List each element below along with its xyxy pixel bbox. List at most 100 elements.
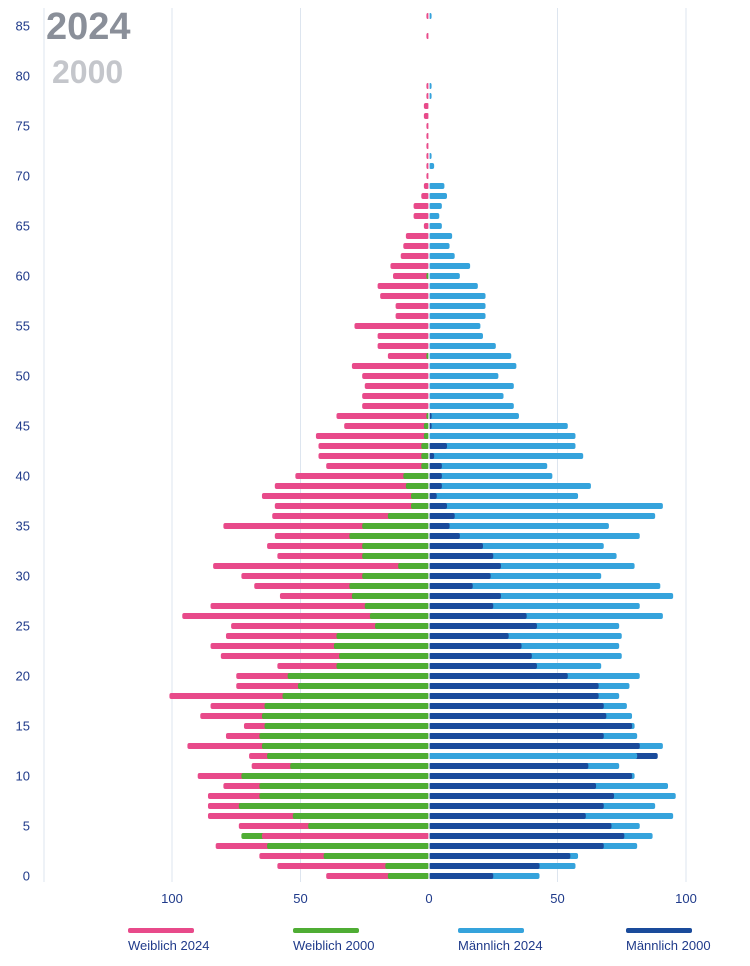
bar-weiblich-2000-age-11 (290, 763, 429, 769)
bar-m-nnlich-2000-age-43 (429, 443, 447, 449)
bar-m-nnlich-2024-age-65 (429, 223, 442, 229)
bar-m-nnlich-2024-age-72 (429, 153, 432, 159)
bar-weiblich-2000-age-15 (264, 723, 429, 729)
bar-m-nnlich-2000-age-18 (429, 693, 599, 699)
age-tick-label: 35 (16, 519, 30, 534)
bar-m-nnlich-2024-age-48 (429, 393, 504, 399)
bar-m-nnlich-2024-age-69 (429, 183, 445, 189)
bar-m-nnlich-2024-age-71 (429, 163, 435, 169)
bar-weiblich-2000-age-19 (297, 683, 429, 689)
bar-weiblich-2024-age-51 (351, 363, 429, 369)
bar-m-nnlich-2024-age-44 (429, 433, 576, 439)
bar-m-nnlich-2000-age-28 (429, 593, 501, 599)
legend-label: Männlich 2000 (626, 938, 711, 953)
bar-m-nnlich-2000-age-10 (429, 773, 633, 779)
bar-m-nnlich-2000-age-31 (429, 563, 501, 569)
bar-weiblich-2024-age-70 (426, 173, 429, 179)
bar-m-nnlich-2024-age-51 (429, 363, 517, 369)
bar-m-nnlich-2000-age-30 (429, 573, 491, 579)
bar-weiblich-2000-age-21 (336, 663, 429, 669)
bar-weiblich-2000-age-43 (421, 443, 429, 449)
bar-m-nnlich-2000-age-3 (429, 843, 604, 849)
bar-weiblich-2000-age-42 (421, 453, 429, 459)
year-2000-heading: 2000 (52, 54, 124, 90)
age-tick-label: 10 (16, 769, 30, 784)
age-tick-label: 85 (16, 19, 30, 34)
bar-weiblich-2000-age-45 (423, 423, 429, 429)
bar-m-nnlich-2000-age-20 (429, 673, 568, 679)
bar-m-nnlich-2000-age-9 (429, 783, 597, 789)
bar-m-nnlich-2024-age-40 (429, 473, 553, 479)
bar-weiblich-2024-age-75 (426, 123, 429, 129)
age-tick-label: 30 (16, 569, 30, 584)
bar-weiblich-2000-age-20 (287, 673, 429, 679)
bar-m-nnlich-2000-age-40 (429, 473, 442, 479)
legend-swatch (626, 928, 692, 933)
bar-weiblich-2000-age-5 (308, 823, 429, 829)
age-tick-label: 50 (16, 369, 30, 384)
bar-m-nnlich-2000-age-46 (429, 413, 432, 419)
bar-weiblich-2024-age-86 (426, 13, 429, 19)
bar-weiblich-2000-age-36 (387, 513, 429, 519)
bar-weiblich-2000-age-52 (426, 353, 429, 359)
legend-label: Weiblich 2000 (293, 938, 375, 953)
bar-m-nnlich-2024-age-64 (429, 233, 453, 239)
bar-weiblich-2024-age-44 (315, 433, 429, 439)
bar-weiblich-2024-age-48 (362, 393, 429, 399)
age-tick-label: 40 (16, 469, 30, 484)
bar-weiblich-2024-age-65 (423, 223, 429, 229)
bar-m-nnlich-2000-age-27 (429, 603, 494, 609)
bar-weiblich-2024-age-76 (423, 113, 429, 119)
bar-weiblich-2000-age-2 (323, 853, 429, 859)
bar-m-nnlich-2024-age-50 (429, 373, 499, 379)
bar-m-nnlich-2000-age-2 (429, 853, 571, 859)
bar-layer (169, 8, 676, 882)
bar-m-nnlich-2024-age-43 (429, 443, 576, 449)
bar-m-nnlich-2000-age-13 (429, 743, 640, 749)
x-tick-label: 50 (293, 891, 307, 906)
age-tick-label: 75 (16, 119, 30, 134)
bar-m-nnlich-2000-age-37 (429, 503, 447, 509)
bar-m-nnlich-2024-age-66 (429, 213, 440, 219)
legend-label: Weiblich 2024 (128, 938, 210, 953)
bar-m-nnlich-2024-age-36 (429, 513, 656, 519)
bar-weiblich-2024-age-67 (413, 203, 429, 209)
bar-m-nnlich-2000-age-8 (429, 793, 615, 799)
bar-weiblich-2024-age-58 (380, 293, 429, 299)
bar-weiblich-2024-age-46 (336, 413, 429, 419)
bar-m-nnlich-2024-age-49 (429, 383, 514, 389)
bar-weiblich-2000-age-31 (398, 563, 429, 569)
bar-weiblich-2024-age-84 (426, 33, 429, 39)
bar-weiblich-2024-age-71 (426, 163, 429, 169)
bar-weiblich-2000-age-22 (339, 653, 429, 659)
bar-m-nnlich-2000-age-41 (429, 463, 442, 469)
bar-m-nnlich-2024-age-52 (429, 353, 512, 359)
bar-weiblich-2024-age-41 (326, 463, 429, 469)
bar-m-nnlich-2024-age-39 (429, 483, 591, 489)
bar-weiblich-2000-age-27 (364, 603, 429, 609)
bar-m-nnlich-2000-age-4 (429, 833, 625, 839)
bar-m-nnlich-2024-age-55 (429, 323, 481, 329)
bar-m-nnlich-2024-age-34 (429, 533, 640, 539)
bar-m-nnlich-2000-age-42 (429, 453, 435, 459)
bar-m-nnlich-2000-age-0 (429, 873, 494, 879)
year-2024-heading: 2024 (46, 6, 131, 48)
bar-weiblich-2000-age-37 (411, 503, 429, 509)
bar-m-nnlich-2024-age-57 (429, 303, 486, 309)
bar-m-nnlich-2000-age-19 (429, 683, 599, 689)
bar-m-nnlich-2024-age-29 (429, 583, 661, 589)
bar-weiblich-2024-age-62 (400, 253, 429, 259)
bar-weiblich-2024-age-52 (387, 353, 429, 359)
bar-weiblich-2000-age-29 (349, 583, 429, 589)
age-tick-label: 70 (16, 169, 30, 184)
age-tick-label: 65 (16, 219, 30, 234)
bar-weiblich-2024-age-60 (393, 273, 429, 279)
bar-m-nnlich-2024-age-46 (429, 413, 519, 419)
bar-m-nnlich-2000-age-25 (429, 623, 537, 629)
bar-weiblich-2000-age-30 (362, 573, 429, 579)
bar-weiblich-2024-age-49 (364, 383, 429, 389)
bar-m-nnlich-2024-age-54 (429, 333, 483, 339)
bar-weiblich-2024-age-39 (274, 483, 429, 489)
bar-weiblich-2024-age-57 (395, 303, 429, 309)
